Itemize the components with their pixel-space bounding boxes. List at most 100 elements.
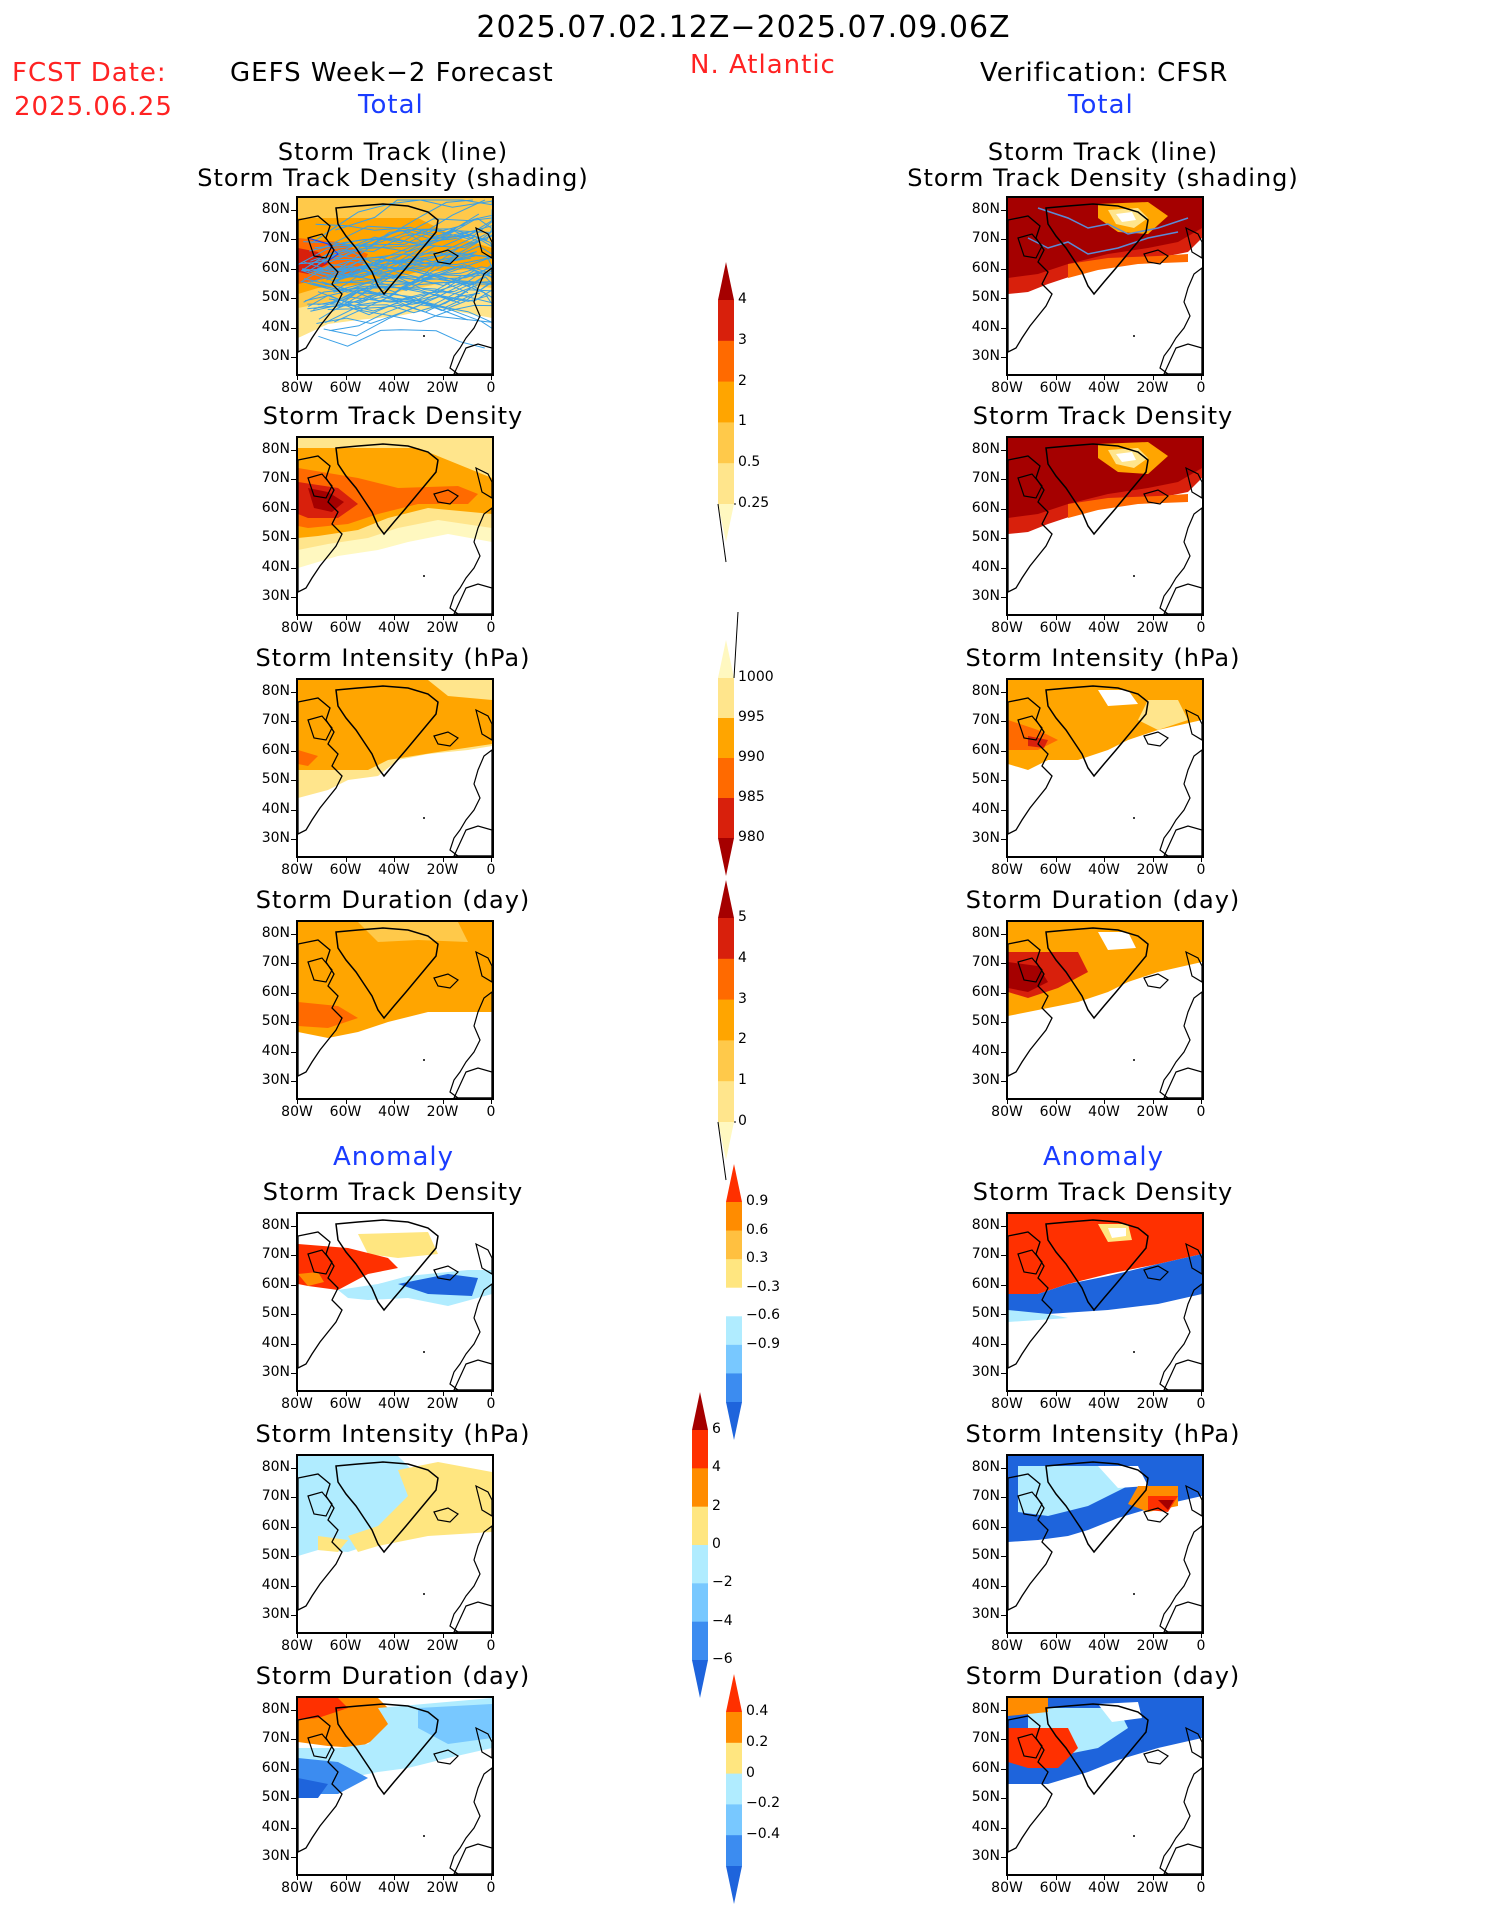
lat-tick — [291, 1497, 296, 1499]
lon-tick — [1201, 1391, 1202, 1396]
lon-tick — [1007, 1633, 1008, 1638]
lat-tick — [291, 1556, 296, 1558]
lat-tick — [291, 963, 296, 965]
lat-tick-label: 30N — [261, 348, 290, 364]
lon-tick-label: 60W — [329, 1638, 362, 1654]
lat-tick-label: 40N — [971, 558, 1000, 575]
lat-tick-label: 40N — [261, 1576, 290, 1593]
lat-tick — [1001, 839, 1006, 840]
lat-tick — [1001, 780, 1006, 782]
map-frame — [296, 678, 494, 858]
panel-title: Storm Track Density — [972, 1178, 1234, 1206]
lon-tick-label: 60W — [1039, 1880, 1072, 1896]
lon-tick-label: 80W — [991, 620, 1023, 636]
lon-tick-label: 60W — [1039, 1638, 1072, 1654]
map-shading — [298, 1698, 492, 1874]
lat-tick — [1001, 1255, 1006, 1257]
lat-tick-label: 80N — [261, 1217, 290, 1233]
lat-tick-label: 80N — [971, 1459, 1000, 1475]
lat-tick-label: 70N — [261, 1730, 290, 1747]
lat-tick — [291, 1255, 296, 1257]
lat-tick-label: 70N — [971, 1488, 1000, 1505]
lon-tick-label: 0 — [486, 620, 496, 636]
colorbar-tick-label: 1 — [738, 413, 747, 430]
lat-tick-label: 80N — [971, 1217, 1000, 1233]
lon-tick-label: 40W — [1088, 1880, 1120, 1896]
colorbar-anom-density — [726, 1164, 742, 1440]
lat-tick-label: 60N — [971, 1759, 1000, 1776]
map-shading — [1008, 1456, 1202, 1632]
lon-tick-label: 80W — [281, 1104, 313, 1120]
colorbar-tick-label: 1 — [738, 1072, 747, 1089]
lat-tick-label: 40N — [971, 1818, 1000, 1835]
lat-tick — [1001, 1739, 1006, 1741]
lat-tick-label: 60N — [971, 259, 1000, 276]
lon-tick-label: 40W — [378, 1396, 410, 1412]
lat-tick-label: 50N — [971, 529, 1000, 546]
panel-title: Storm Track Density — [262, 402, 524, 430]
lon-tick-label: 80W — [991, 862, 1023, 878]
colorbar-tick-label: 0.5 — [738, 454, 761, 471]
map-shading — [1008, 922, 1202, 1098]
lat-tick-label: 80N — [971, 925, 1000, 941]
lat-tick-label: 50N — [971, 1305, 1000, 1322]
lat-tick — [291, 508, 296, 510]
lat-tick-label: 40N — [261, 1334, 290, 1351]
total-label-right: Total — [1068, 90, 1134, 120]
lat-tick — [291, 1526, 296, 1528]
lon-tick — [442, 1391, 444, 1396]
lon-tick — [1104, 375, 1105, 380]
lon-tick — [1055, 1391, 1057, 1396]
lat-tick-label: 40N — [971, 1334, 1000, 1351]
lon-tick-label: 0 — [1196, 1638, 1206, 1654]
colorbar-tick-label: 1000 — [738, 669, 774, 685]
lon-tick-label: 20W — [426, 620, 459, 636]
lat-tick — [1001, 1615, 1006, 1616]
lat-tick-label: 50N — [261, 1789, 290, 1806]
lat-tick-label: 80N — [971, 1701, 1000, 1717]
colorbar-tick-label: −0.3 — [746, 1278, 780, 1295]
lat-tick-label: 80N — [261, 441, 290, 457]
lat-tick — [1001, 692, 1006, 693]
lat-tick — [291, 934, 296, 935]
lat-tick-label: 50N — [261, 771, 290, 788]
lat-tick-label: 30N — [971, 1848, 1000, 1864]
lat-tick-label: 40N — [971, 1042, 1000, 1059]
lat-tick-label: 70N — [971, 954, 1000, 971]
colorbar-tick-label: 2 — [712, 1497, 721, 1514]
colorbar-tick-label: 6 — [712, 1421, 721, 1437]
lon-tick-label: 80W — [991, 1104, 1023, 1120]
lon-tick — [1007, 1875, 1008, 1880]
lon-tick — [1104, 1875, 1105, 1880]
lon-tick-label: 80W — [281, 620, 313, 636]
lon-tick — [297, 857, 298, 862]
lat-tick — [1001, 1710, 1006, 1711]
map-shading — [1008, 1698, 1202, 1874]
lon-tick — [1104, 857, 1105, 862]
lat-tick-label: 30N — [261, 1848, 290, 1864]
map-frame — [1006, 196, 1204, 376]
lon-tick-label: 20W — [1136, 1104, 1169, 1120]
lon-tick-label: 60W — [329, 1880, 362, 1896]
lat-tick — [291, 1051, 296, 1053]
lon-tick-label: 0 — [486, 1638, 496, 1654]
lat-tick — [291, 268, 296, 270]
map-frame — [1006, 1212, 1204, 1392]
colorbar-anom-duration — [726, 1674, 742, 1904]
lon-tick — [442, 1099, 444, 1104]
map-shading — [298, 1219, 492, 1390]
lat-tick — [1001, 567, 1006, 569]
lat-tick — [1001, 934, 1006, 935]
colorbar-tick-label: 3 — [738, 990, 747, 1007]
colorbar-tick-label: −0.9 — [746, 1335, 780, 1352]
lon-tick-label: 80W — [991, 1880, 1023, 1896]
lat-tick-label: 30N — [971, 1364, 1000, 1380]
lon-tick-label: 40W — [1088, 380, 1120, 396]
lon-tick-label: 60W — [1039, 1104, 1072, 1120]
lon-tick — [345, 1391, 347, 1396]
colorbar-duration — [717, 880, 736, 1181]
lat-tick — [291, 1768, 296, 1770]
lon-tick — [1152, 1099, 1154, 1104]
lon-tick-label: 20W — [426, 1104, 459, 1120]
lat-tick — [291, 210, 296, 211]
